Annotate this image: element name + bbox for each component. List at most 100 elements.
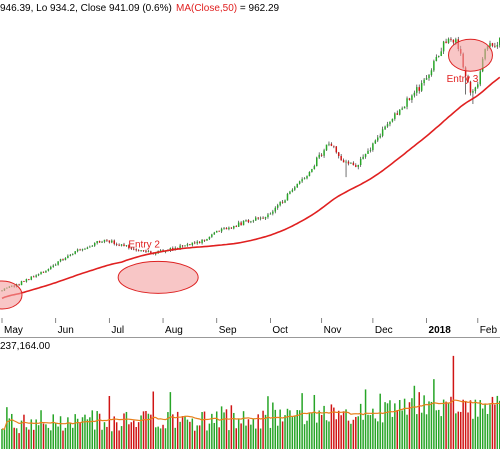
candle bbox=[296, 183, 298, 188]
candle bbox=[330, 142, 333, 147]
candle bbox=[228, 226, 230, 231]
candle bbox=[337, 151, 340, 159]
volume-bar bbox=[101, 429, 103, 449]
candle-body bbox=[479, 71, 481, 85]
volume-bar bbox=[267, 396, 269, 449]
candle-body bbox=[228, 227, 230, 230]
candle-body bbox=[42, 271, 45, 273]
candle-body bbox=[191, 242, 194, 246]
candle bbox=[79, 248, 81, 251]
candle-body bbox=[237, 222, 240, 227]
entry-ellipse bbox=[117, 260, 199, 294]
candle-body bbox=[352, 162, 355, 166]
candle bbox=[357, 164, 359, 170]
volume-bar bbox=[89, 417, 91, 449]
volume-bar bbox=[433, 379, 435, 449]
candle bbox=[447, 37, 450, 44]
candle bbox=[257, 217, 259, 220]
candle bbox=[111, 239, 113, 244]
candle-body bbox=[150, 251, 152, 254]
volume-bar bbox=[235, 428, 237, 449]
candle bbox=[394, 112, 396, 121]
candle bbox=[130, 247, 133, 250]
candle bbox=[247, 219, 250, 224]
volume-bar bbox=[242, 411, 245, 449]
candle-body bbox=[74, 251, 76, 254]
candle bbox=[84, 247, 86, 250]
candle bbox=[442, 40, 445, 55]
candle-body bbox=[57, 261, 59, 265]
volume-bar bbox=[455, 413, 457, 449]
candle bbox=[98, 240, 101, 243]
candle-body bbox=[398, 109, 401, 115]
volume-bar bbox=[303, 424, 306, 449]
candle-body bbox=[355, 165, 357, 167]
candle bbox=[289, 190, 291, 195]
annotations: Entry 2 Entry 3 bbox=[0, 38, 493, 310]
volume-bar bbox=[250, 424, 252, 449]
candle-body bbox=[45, 270, 47, 273]
volume-bar bbox=[81, 417, 84, 449]
volume-bar bbox=[152, 391, 155, 449]
candle-body bbox=[35, 275, 37, 277]
candle bbox=[50, 265, 52, 270]
volume-bar bbox=[130, 422, 133, 449]
candle-body bbox=[59, 259, 62, 262]
candle-body bbox=[145, 250, 147, 252]
candle-body bbox=[274, 207, 277, 212]
candle bbox=[213, 231, 216, 235]
candle-body bbox=[369, 150, 372, 151]
candle bbox=[445, 38, 447, 44]
candle-body bbox=[98, 241, 101, 243]
x-tick-label: Jun bbox=[58, 325, 74, 336]
volume-bar bbox=[298, 410, 301, 449]
candle bbox=[301, 177, 303, 183]
candle bbox=[230, 227, 233, 230]
volume-bar bbox=[362, 419, 364, 449]
candle bbox=[54, 263, 57, 266]
volume-bar bbox=[252, 418, 255, 449]
candle-body bbox=[472, 91, 474, 93]
volume-bar bbox=[52, 414, 54, 449]
volume-bar bbox=[79, 422, 81, 449]
candle bbox=[40, 271, 42, 275]
volume-bar bbox=[459, 411, 462, 449]
x-axis: MayJunJulAugSepOctNovDec2018FebM bbox=[1, 318, 498, 336]
volume-bar bbox=[406, 414, 408, 449]
candle bbox=[391, 118, 394, 123]
candle bbox=[396, 110, 399, 116]
candle bbox=[413, 90, 416, 98]
candle bbox=[215, 230, 218, 233]
volume-bar bbox=[369, 415, 372, 449]
volume-bar bbox=[154, 427, 157, 449]
candle-body bbox=[428, 75, 430, 79]
candle-body bbox=[469, 81, 472, 93]
volume-bar bbox=[259, 428, 262, 449]
candle bbox=[318, 152, 320, 160]
candle bbox=[115, 242, 118, 247]
candle bbox=[101, 240, 103, 244]
candle bbox=[311, 168, 313, 173]
candle-body bbox=[89, 246, 91, 248]
candle-body bbox=[345, 161, 347, 163]
candle bbox=[298, 180, 301, 185]
candle bbox=[377, 135, 379, 143]
candle-body bbox=[323, 150, 325, 156]
candle-body bbox=[325, 144, 328, 151]
candle bbox=[267, 212, 269, 219]
candle bbox=[147, 249, 150, 253]
volume-bar bbox=[37, 425, 40, 449]
volume-bar bbox=[211, 413, 213, 449]
candle-body bbox=[220, 228, 223, 232]
candle bbox=[425, 74, 428, 80]
candle bbox=[479, 69, 481, 87]
volume-bar bbox=[169, 392, 172, 449]
volume-bar bbox=[91, 410, 94, 449]
candle bbox=[125, 244, 128, 247]
x-tick-label: Feb bbox=[480, 325, 498, 336]
candle bbox=[186, 242, 189, 247]
candle-body bbox=[86, 247, 89, 249]
x-tick-label: May bbox=[4, 325, 23, 336]
candle-body bbox=[137, 250, 140, 252]
